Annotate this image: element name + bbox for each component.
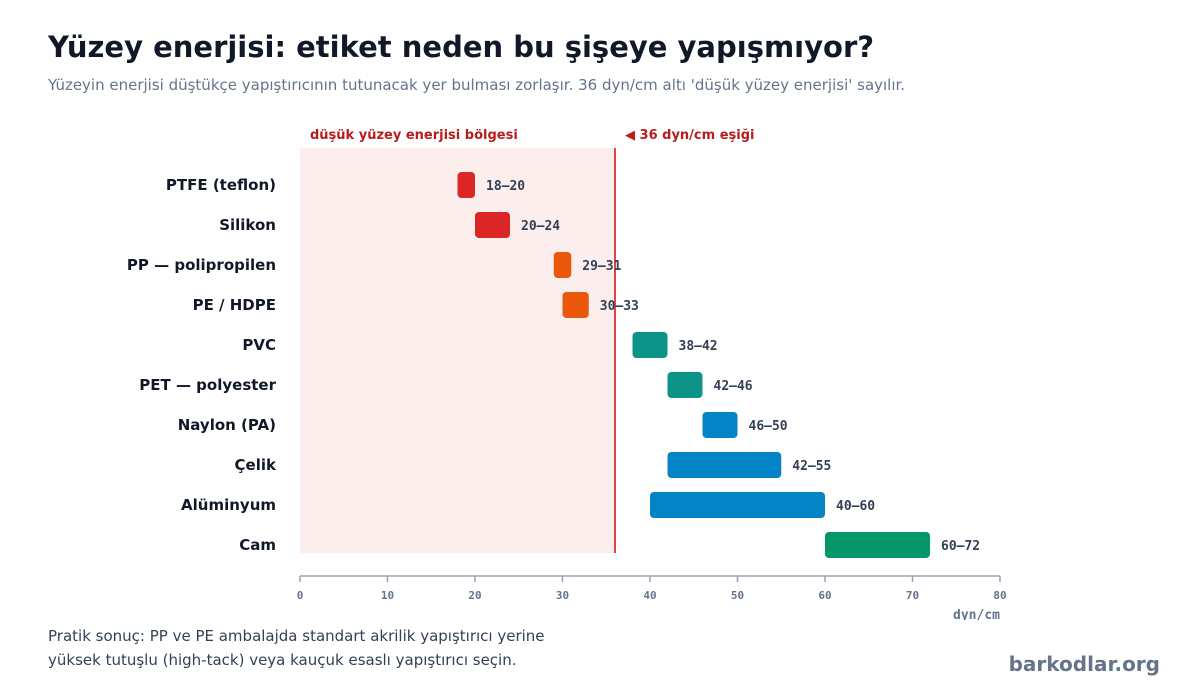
x-tick-label: 40 xyxy=(643,589,656,602)
x-tick-label: 70 xyxy=(906,589,919,602)
footnote-line-2: yüksek tutuşlu (high-tack) veya kauçuk e… xyxy=(48,651,517,669)
range-value-label: 38–42 xyxy=(679,339,718,354)
x-tick-label: 0 xyxy=(297,589,304,602)
chart-subtitle: Yüzeyin enerjisi düştükçe yapıştırıcının… xyxy=(48,76,906,94)
range-value-label: 20–24 xyxy=(521,219,560,234)
category-label: PVC xyxy=(242,336,276,354)
range-value-label: 18–20 xyxy=(486,179,525,194)
range-bar xyxy=(632,332,668,358)
category-label: PTFE (teflon) xyxy=(166,176,276,194)
range-bar xyxy=(475,212,510,238)
low-energy-zone xyxy=(300,148,615,553)
footnote: Pratik sonuç: PP ve PE ambalajda standar… xyxy=(48,624,545,672)
category-label: PP — polipropilen xyxy=(127,256,276,274)
chart-title: Yüzey enerjisi: etiket neden bu şişeye y… xyxy=(48,30,875,64)
footnote-line-1: Pratik sonuç: PP ve PE ambalajda standar… xyxy=(48,627,545,645)
range-bar xyxy=(667,372,703,398)
category-label: Naylon (PA) xyxy=(178,416,276,434)
range-bar xyxy=(562,292,589,318)
range-value-label: 42–55 xyxy=(792,459,831,474)
range-value-label: 46–50 xyxy=(749,419,788,434)
range-bar xyxy=(702,412,738,438)
range-bar xyxy=(457,172,475,198)
bars-group: PTFE (teflon) 18–20 Silikon 20–24 PP — polip… xyxy=(127,172,980,558)
range-value-label: 30–33 xyxy=(600,299,639,314)
low-zone-label: düşük yüzey enerjisi bölgesi xyxy=(310,128,518,143)
category-label: PET — polyester xyxy=(139,376,276,394)
x-tick-label: 10 xyxy=(381,589,394,602)
range-value-label: 42–46 xyxy=(714,379,753,394)
range-bar xyxy=(553,252,572,278)
x-tick-label: 50 xyxy=(731,589,744,602)
surface-energy-chart: düşük yüzey enerjisi bölgesi ◀ 36 dyn/cm… xyxy=(127,128,1007,620)
x-tick-label: 60 xyxy=(818,589,831,602)
brand-logo: barkodlar.org xyxy=(1008,652,1160,676)
category-label: Cam xyxy=(239,536,276,554)
category-label: Alüminyum xyxy=(181,496,276,514)
range-bar xyxy=(667,452,782,478)
x-tick-label: 20 xyxy=(468,589,481,602)
x-tick-label: 30 xyxy=(556,589,569,602)
x-axis-label: dyn/cm xyxy=(953,608,1000,620)
range-value-label: 40–60 xyxy=(836,499,875,514)
category-label: Silikon xyxy=(219,216,276,234)
category-label: PE / HDPE xyxy=(193,296,276,314)
x-tick-label: 80 xyxy=(993,589,1006,602)
range-value-label: 60–72 xyxy=(941,539,980,554)
range-bar xyxy=(825,532,930,558)
threshold-label: ◀ 36 dyn/cm eşiği xyxy=(625,128,754,143)
category-label: Çelik xyxy=(235,456,277,474)
range-value-label: 29–31 xyxy=(582,259,621,274)
range-bar xyxy=(650,492,825,518)
x-axis: 0 10 20 30 40 50 60 70 80 xyxy=(297,575,1007,602)
